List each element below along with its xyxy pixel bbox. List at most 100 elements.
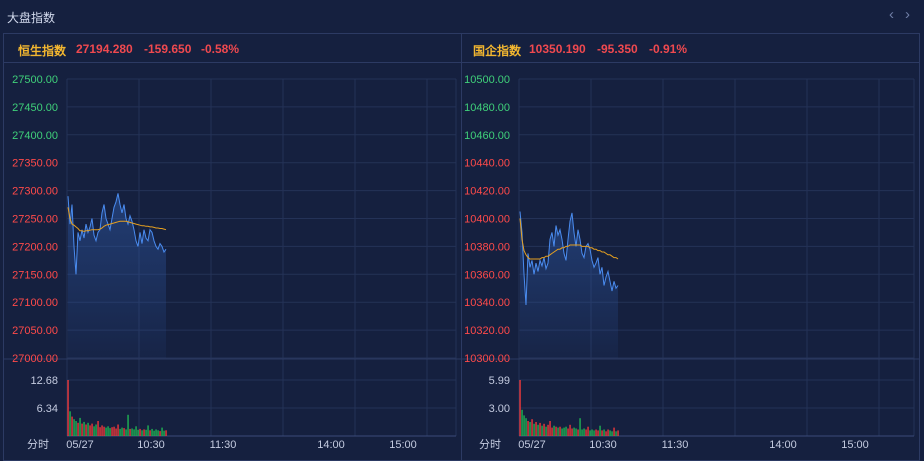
volume-bar (527, 421, 529, 436)
volume-bar (161, 427, 163, 436)
volume-bar (81, 423, 83, 436)
y-tick-label: 10400.00 (464, 214, 510, 226)
volume-bar (561, 428, 563, 436)
volume-bar (101, 425, 103, 436)
volume-bar (137, 429, 139, 436)
x-tick-label: 05/27 (518, 439, 546, 451)
volume-bar (537, 424, 539, 436)
volume-bar (529, 422, 531, 436)
volume-bar (617, 430, 619, 436)
volume-bar (135, 426, 137, 436)
volume-bar (533, 423, 535, 436)
volume-bar (545, 426, 547, 436)
volume-bar (575, 428, 577, 436)
average-price-line (519, 218, 619, 260)
volume-bar (163, 430, 165, 436)
volume-bar (615, 431, 617, 436)
price-line (67, 193, 167, 275)
volume-bar (555, 426, 557, 436)
volume-tick-label: 12.68 (30, 375, 58, 387)
x-tick-label: 11:30 (210, 439, 237, 451)
volume-bar (523, 415, 525, 436)
average-price-line (67, 207, 167, 232)
volume-bar (69, 411, 71, 436)
volume-bar (89, 425, 91, 436)
volume-bar (601, 430, 603, 436)
volume-bar (573, 427, 575, 436)
volume-bar (581, 429, 583, 436)
volume-bar (105, 427, 107, 436)
volume-bar (549, 421, 551, 436)
index-change-pct: -0.91% (649, 42, 688, 56)
volume-bar (541, 425, 543, 436)
price-area-fill (68, 193, 166, 358)
hscei-intraday-chart: 10500.00 10480.00 10460.00 10440.00 10420.00… (462, 74, 919, 451)
x-tick-label: 11:30 (662, 439, 689, 451)
volume-bar (85, 424, 87, 436)
volume-bar (613, 427, 615, 436)
panel-header: 国企指数 10350.190 -95.350 -0.91% (462, 34, 919, 63)
volume-bar (117, 424, 119, 436)
volume-bar (77, 422, 79, 436)
volume-bar (95, 424, 97, 436)
y-tick-label: 10480.00 (464, 102, 510, 114)
y-tick-label: 10340.00 (464, 297, 510, 309)
widget-title: 大盘指数 (7, 11, 56, 25)
chevron-right-icon[interactable]: › (905, 6, 910, 23)
index-name[interactable]: 恒生指数 (18, 44, 67, 58)
volume-bar (599, 425, 601, 436)
volume-bar (159, 431, 161, 436)
volume-bar (165, 430, 167, 436)
volume-bar (131, 428, 133, 436)
x-tick-label: 15:00 (389, 439, 417, 451)
volume-bar (585, 429, 587, 436)
x-tick-label: 14:00 (317, 439, 345, 451)
price-area-fill (520, 211, 618, 358)
volume-bar (579, 418, 581, 436)
hscei-panel[interactable]: 国企指数 10350.190 -95.350 -0.91% 10500.00 10… (461, 33, 920, 461)
x-tick-label: 10:30 (589, 439, 617, 451)
y-tick-label: 27500.00 (12, 74, 58, 86)
volume-bar (145, 429, 147, 436)
volume-bar (565, 426, 567, 436)
volume-bar (597, 430, 599, 436)
y-tick-label: 27250.00 (12, 214, 58, 226)
volume-bar (91, 423, 93, 436)
volume-bar (547, 424, 549, 436)
index-name[interactable]: 国企指数 (473, 44, 522, 58)
y-tick-label: 10300.00 (464, 353, 510, 365)
volume-bar (93, 426, 95, 436)
volume-bar (563, 427, 565, 436)
volume-bar (83, 421, 85, 436)
volume-bar (107, 426, 109, 436)
volume-bar (611, 431, 613, 436)
index-value: 27194.280 (76, 42, 133, 56)
volume-bar (593, 430, 595, 436)
volume-bar (589, 430, 591, 436)
x-tick-label: 15:00 (841, 439, 869, 451)
volume-bar (71, 416, 73, 436)
y-tick-label: 27300.00 (12, 186, 58, 198)
y-tick-label: 27150.00 (12, 269, 58, 281)
hsi-panel[interactable]: 恒生指数 27194.280 -159.650 -0.58% 27500.00 2… (3, 33, 462, 461)
chevron-left-icon[interactable]: ‹ (889, 6, 894, 23)
volume-bar (567, 428, 569, 436)
y-tick-label: 27450.00 (12, 102, 58, 114)
panel-header: 恒生指数 27194.280 -159.650 -0.58% (4, 34, 461, 63)
y-tick-label: 10420.00 (464, 186, 510, 198)
volume-bar (531, 419, 533, 436)
volume-bar (115, 428, 117, 436)
y-tick-label: 27100.00 (12, 297, 58, 309)
volume-bar (127, 414, 129, 436)
volume-bar (587, 426, 589, 436)
volume-bar (79, 417, 81, 436)
y-tick-label: 27050.00 (12, 325, 58, 337)
volume-bar (595, 429, 597, 436)
volume-bar (111, 427, 113, 436)
volume-bar (113, 426, 115, 436)
index-change-pct: -0.58% (201, 42, 240, 56)
volume-bar (569, 424, 571, 436)
y-tick-label: 27000.00 (12, 353, 58, 365)
y-tick-label: 10360.00 (464, 269, 510, 281)
